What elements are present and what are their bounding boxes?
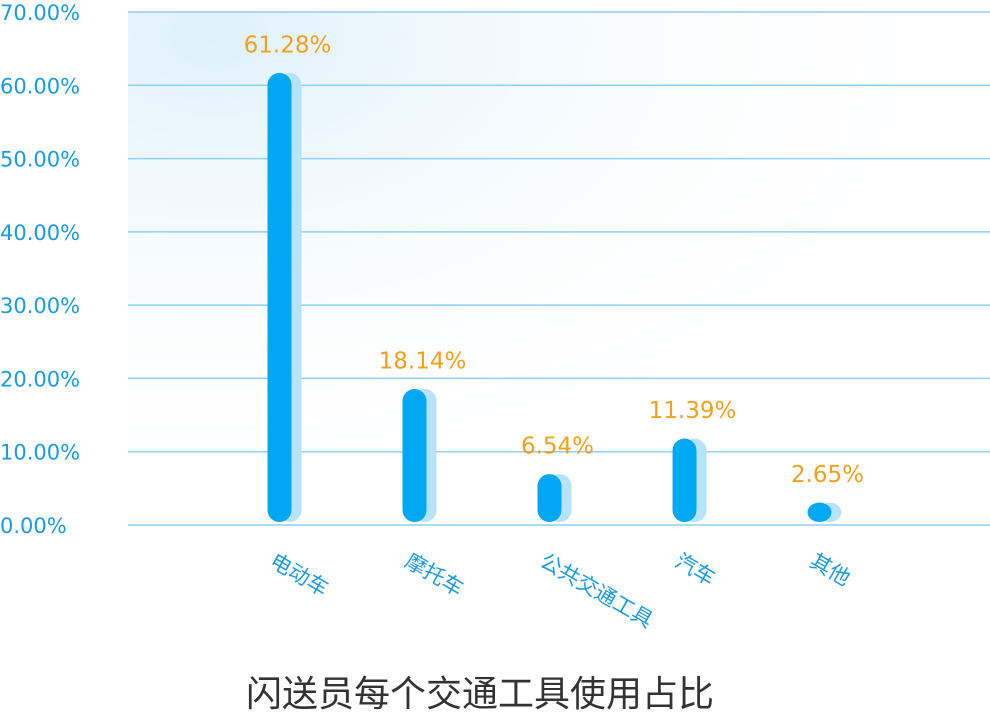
y-tick-label: 60.00% [0, 74, 80, 98]
value-label: 61.28% [244, 32, 332, 58]
y-tick-label: 40.00% [0, 221, 80, 245]
value-label: 6.54% [521, 434, 594, 460]
bar [402, 389, 427, 522]
y-tick-label: 10.00% [0, 441, 80, 465]
bar [267, 72, 292, 522]
bar [537, 474, 562, 522]
x-tick-label: 汽车 [671, 549, 719, 591]
y-tick-label: 20.00% [0, 367, 80, 391]
y-tick-label: 50.00% [0, 148, 80, 172]
chart-title: 闪送员每个交通工具使用占比 [246, 674, 714, 715]
value-label: 11.39% [649, 398, 737, 424]
bar [807, 502, 832, 522]
x-tick-label: 电动车 [266, 549, 333, 601]
y-tick-label: 30.00% [0, 294, 80, 318]
x-tick-label: 公共交通工具 [536, 549, 657, 633]
x-tick-label: 其他 [806, 549, 854, 591]
y-tick-label: 70.00% [0, 1, 80, 25]
x-tick-label: 摩托车 [401, 549, 468, 601]
value-label: 2.65% [791, 462, 864, 488]
bar [672, 438, 697, 522]
value-label: 18.14% [379, 349, 467, 375]
y-tick-label: 0.00% [0, 514, 67, 538]
